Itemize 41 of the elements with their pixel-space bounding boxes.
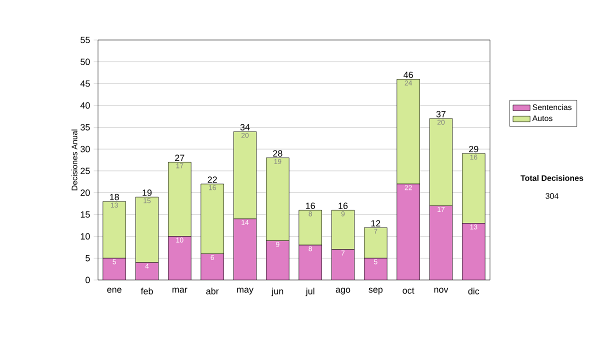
y-tick-label: 10 [80, 233, 90, 240]
x-tick-label: sep [368, 288, 383, 294]
legend-label: Autos [532, 115, 552, 122]
total-label: 16 [306, 202, 315, 209]
x-tick-label: ago [336, 288, 350, 294]
total-label: 37 [436, 110, 446, 118]
y-tick-label: 35 [80, 124, 90, 130]
y-tick-label: 25 [80, 168, 90, 174]
total-label: 22 [208, 176, 217, 183]
y-tick-label: 55 [80, 36, 90, 44]
y-tick-label: 50 [80, 58, 90, 66]
total-label: 19 [142, 190, 152, 196]
total-label: 12 [371, 220, 380, 226]
total-label: 16 [338, 202, 348, 209]
x-tick-label: jul [306, 288, 314, 296]
y-tick-label: 15 [80, 211, 90, 218]
total-label: 29 [469, 146, 478, 152]
legend-label: Sentencias [532, 104, 572, 110]
y-tick-label: 0 [86, 276, 90, 284]
y-tick-label: 40 [80, 102, 90, 109]
x-tick-label: abr [206, 288, 219, 294]
x-tick-label: may [237, 288, 254, 294]
total-label: 18 [110, 194, 119, 200]
x-tick-label: nov [434, 288, 448, 293]
x-tick-label: mar [172, 288, 188, 293]
y-axis-title: Decisiones Anual [71, 130, 78, 190]
x-tick-label: oct [402, 288, 414, 294]
total-label: 27 [175, 154, 184, 161]
y-tick-label: 5 [86, 255, 90, 262]
x-tick-label: jun [271, 288, 284, 296]
y-tick-label: 45 [80, 80, 90, 87]
total-label: 34 [240, 124, 250, 130]
text: Total Decisiones [520, 175, 584, 181]
total-label: 46 [404, 72, 413, 78]
y-tick-label: 20 [80, 190, 90, 196]
x-tick-label: ene [107, 288, 122, 293]
x-tick-label: feb [140, 288, 153, 294]
text: 304 [546, 193, 558, 199]
y-tick-label: 30 [80, 146, 90, 152]
total-label: 28 [273, 150, 282, 157]
x-tick-label: dic [468, 288, 480, 294]
